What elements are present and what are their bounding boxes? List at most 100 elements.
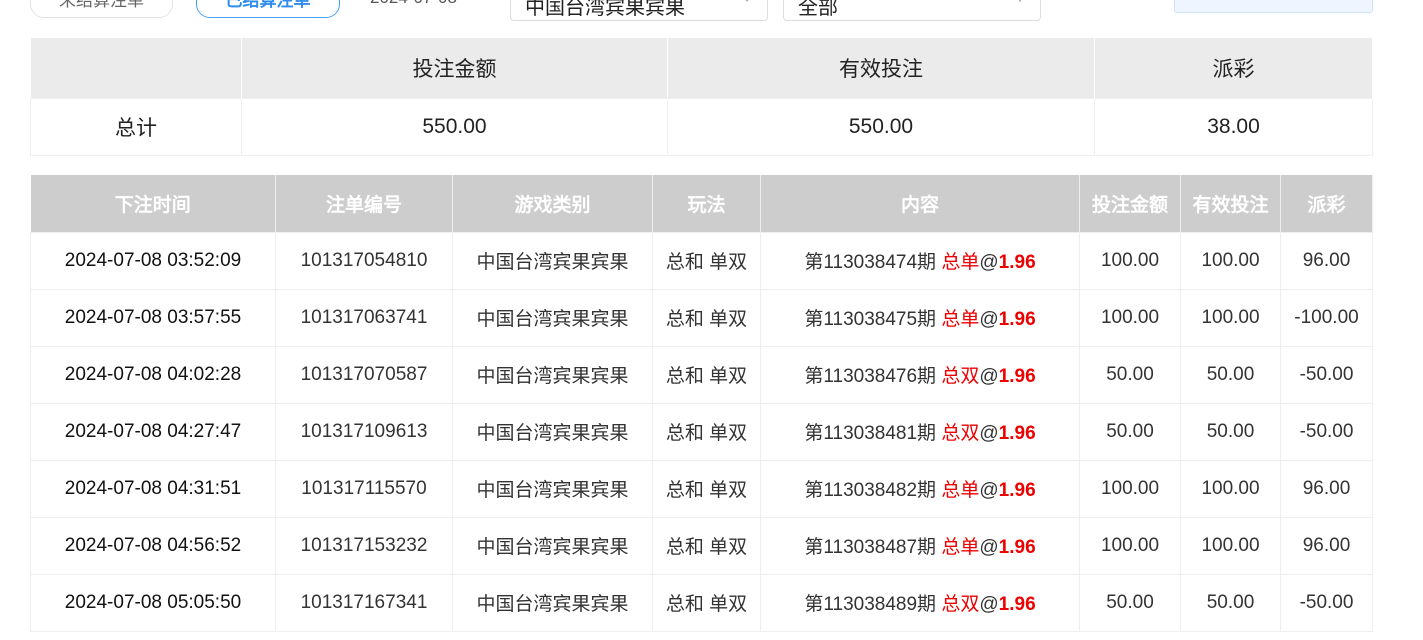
bet-id: 101317167341 (275, 573, 453, 632)
bet-amount: 50.00 (1079, 573, 1181, 632)
pick: 总单 (941, 537, 980, 558)
at-sign: @ (979, 309, 999, 330)
pick: 总双 (941, 366, 980, 387)
table-row: 2024-07-08 03:52:09 101317054810 中国台湾宾果宾… (30, 231, 1373, 290)
summary-bet: 550.00 (241, 97, 668, 156)
pick: 总单 (941, 480, 980, 501)
settled-tab-button[interactable]: 已结算注单 (196, 0, 340, 18)
at-sign: @ (979, 366, 999, 387)
summary-header-cell: 有效投注 (667, 38, 1095, 98)
period: 第113038487期 (804, 537, 937, 558)
valid-bet: 50.00 (1180, 345, 1281, 404)
table-row: 2024-07-08 04:27:47 101317109613 中国台湾宾果宾… (30, 402, 1373, 461)
play-type: 总和 单双 (652, 402, 761, 461)
at-sign: @ (979, 537, 999, 558)
at-sign: @ (979, 423, 999, 444)
bet-content: 第113038475期 总单@1.96 (760, 288, 1080, 347)
bet-time: 2024-07-08 05:05:50 (30, 573, 276, 632)
column-header: 派彩 (1280, 175, 1373, 232)
payout: -50.00 (1280, 345, 1373, 404)
at-sign: @ (979, 480, 999, 501)
valid-bet: 50.00 (1180, 573, 1281, 632)
bet-content: 第113038474期 总单@1.96 (760, 231, 1080, 290)
bet-content: 第113038482期 总单@1.96 (760, 459, 1080, 518)
bet-id: 101317109613 (275, 402, 453, 461)
at-sign: @ (979, 252, 999, 273)
summary-header-cell (30, 38, 242, 98)
pick: 总双 (941, 423, 980, 444)
valid-bet: 100.00 (1180, 459, 1281, 518)
play-type: 总和 单双 (652, 516, 761, 575)
at-sign: @ (979, 594, 999, 615)
odds: 1.96 (998, 309, 1036, 330)
summary-table: 投注金额 有效投注 派彩 总计 550.00 550.00 38.00 (30, 38, 1373, 156)
pick: 总双 (941, 594, 980, 615)
payout: 96.00 (1280, 231, 1373, 290)
payout: 96.00 (1280, 516, 1373, 575)
valid-bet: 100.00 (1180, 288, 1281, 347)
table-row: 2024-07-08 04:31:51 101317115570 中国台湾宾果宾… (30, 459, 1373, 518)
pick: 总单 (941, 309, 980, 330)
bet-time: 2024-07-08 03:52:09 (30, 231, 276, 290)
column-header: 玩法 (652, 175, 761, 232)
game-type: 中国台湾宾果宾果 (452, 345, 653, 404)
play-type: 总和 单双 (652, 231, 761, 290)
bet-id: 101317153232 (275, 516, 453, 575)
period: 第113038476期 (804, 366, 937, 387)
odds: 1.96 (998, 252, 1036, 273)
bet-id: 101317063741 (275, 288, 453, 347)
play-type: 总和 单双 (652, 345, 761, 404)
bet-amount: 50.00 (1079, 345, 1181, 404)
date-picker[interactable]: 2024-07-08 (370, 0, 457, 8)
type-select-value: 全部 (798, 0, 838, 19)
payout: -50.00 (1280, 573, 1373, 632)
type-select[interactable]: 全部 ▼ (783, 0, 1041, 21)
game-type: 中国台湾宾果宾果 (452, 573, 653, 632)
game-type: 中国台湾宾果宾果 (452, 231, 653, 290)
summary-row: 总计 550.00 550.00 38.00 (30, 97, 1373, 156)
search-button[interactable] (1174, 0, 1373, 13)
payout: 96.00 (1280, 459, 1373, 518)
play-type: 总和 单双 (652, 459, 761, 518)
bet-time: 2024-07-08 03:57:55 (30, 288, 276, 347)
game-select-value: 中国台湾宾果宾果 (525, 0, 685, 19)
bet-content: 第113038487期 总单@1.96 (760, 516, 1080, 575)
bet-content: 第113038489期 总双@1.96 (760, 573, 1080, 632)
valid-bet: 100.00 (1180, 231, 1281, 290)
game-type: 中国台湾宾果宾果 (452, 402, 653, 461)
odds: 1.96 (998, 594, 1036, 615)
column-header: 有效投注 (1180, 175, 1281, 232)
game-select[interactable]: 中国台湾宾果宾果 ▼ (510, 0, 768, 21)
valid-bet: 100.00 (1180, 516, 1281, 575)
period: 第113038474期 (804, 252, 937, 273)
summary-header: 投注金额 有效投注 派彩 (30, 38, 1373, 98)
play-type: 总和 单双 (652, 573, 761, 632)
summary-payout: 38.00 (1094, 97, 1373, 156)
bet-time: 2024-07-08 04:31:51 (30, 459, 276, 518)
odds: 1.96 (998, 366, 1036, 387)
payout: -50.00 (1280, 402, 1373, 461)
bet-content: 第113038476期 总双@1.96 (760, 345, 1080, 404)
bet-time: 2024-07-08 04:02:28 (30, 345, 276, 404)
bet-id: 101317115570 (275, 459, 453, 518)
game-type: 中国台湾宾果宾果 (452, 459, 653, 518)
table-row: 2024-07-08 04:02:28 101317070587 中国台湾宾果宾… (30, 345, 1373, 404)
period: 第113038475期 (804, 309, 937, 330)
column-header: 内容 (760, 175, 1080, 232)
valid-bet: 50.00 (1180, 402, 1281, 461)
odds: 1.96 (998, 423, 1036, 444)
table-row: 2024-07-08 05:05:50 101317167341 中国台湾宾果宾… (30, 573, 1373, 632)
filter-bar: 未结算注单 已结算注单 2024-07-08 中国台湾宾果宾果 ▼ 全部 ▼ (0, 0, 1423, 22)
bet-id: 101317054810 (275, 231, 453, 290)
column-header: 游戏类别 (452, 175, 653, 232)
column-header: 投注金额 (1079, 175, 1181, 232)
period: 第113038482期 (804, 480, 937, 501)
chevron-down-icon: ▼ (741, 0, 753, 5)
summary-header-cell: 投注金额 (241, 38, 668, 98)
game-type: 中国台湾宾果宾果 (452, 288, 653, 347)
unsettled-tab-button[interactable]: 未结算注单 (30, 0, 173, 18)
odds: 1.96 (998, 537, 1036, 558)
play-type: 总和 单双 (652, 288, 761, 347)
pick: 总单 (941, 252, 980, 273)
payout: -100.00 (1280, 288, 1373, 347)
